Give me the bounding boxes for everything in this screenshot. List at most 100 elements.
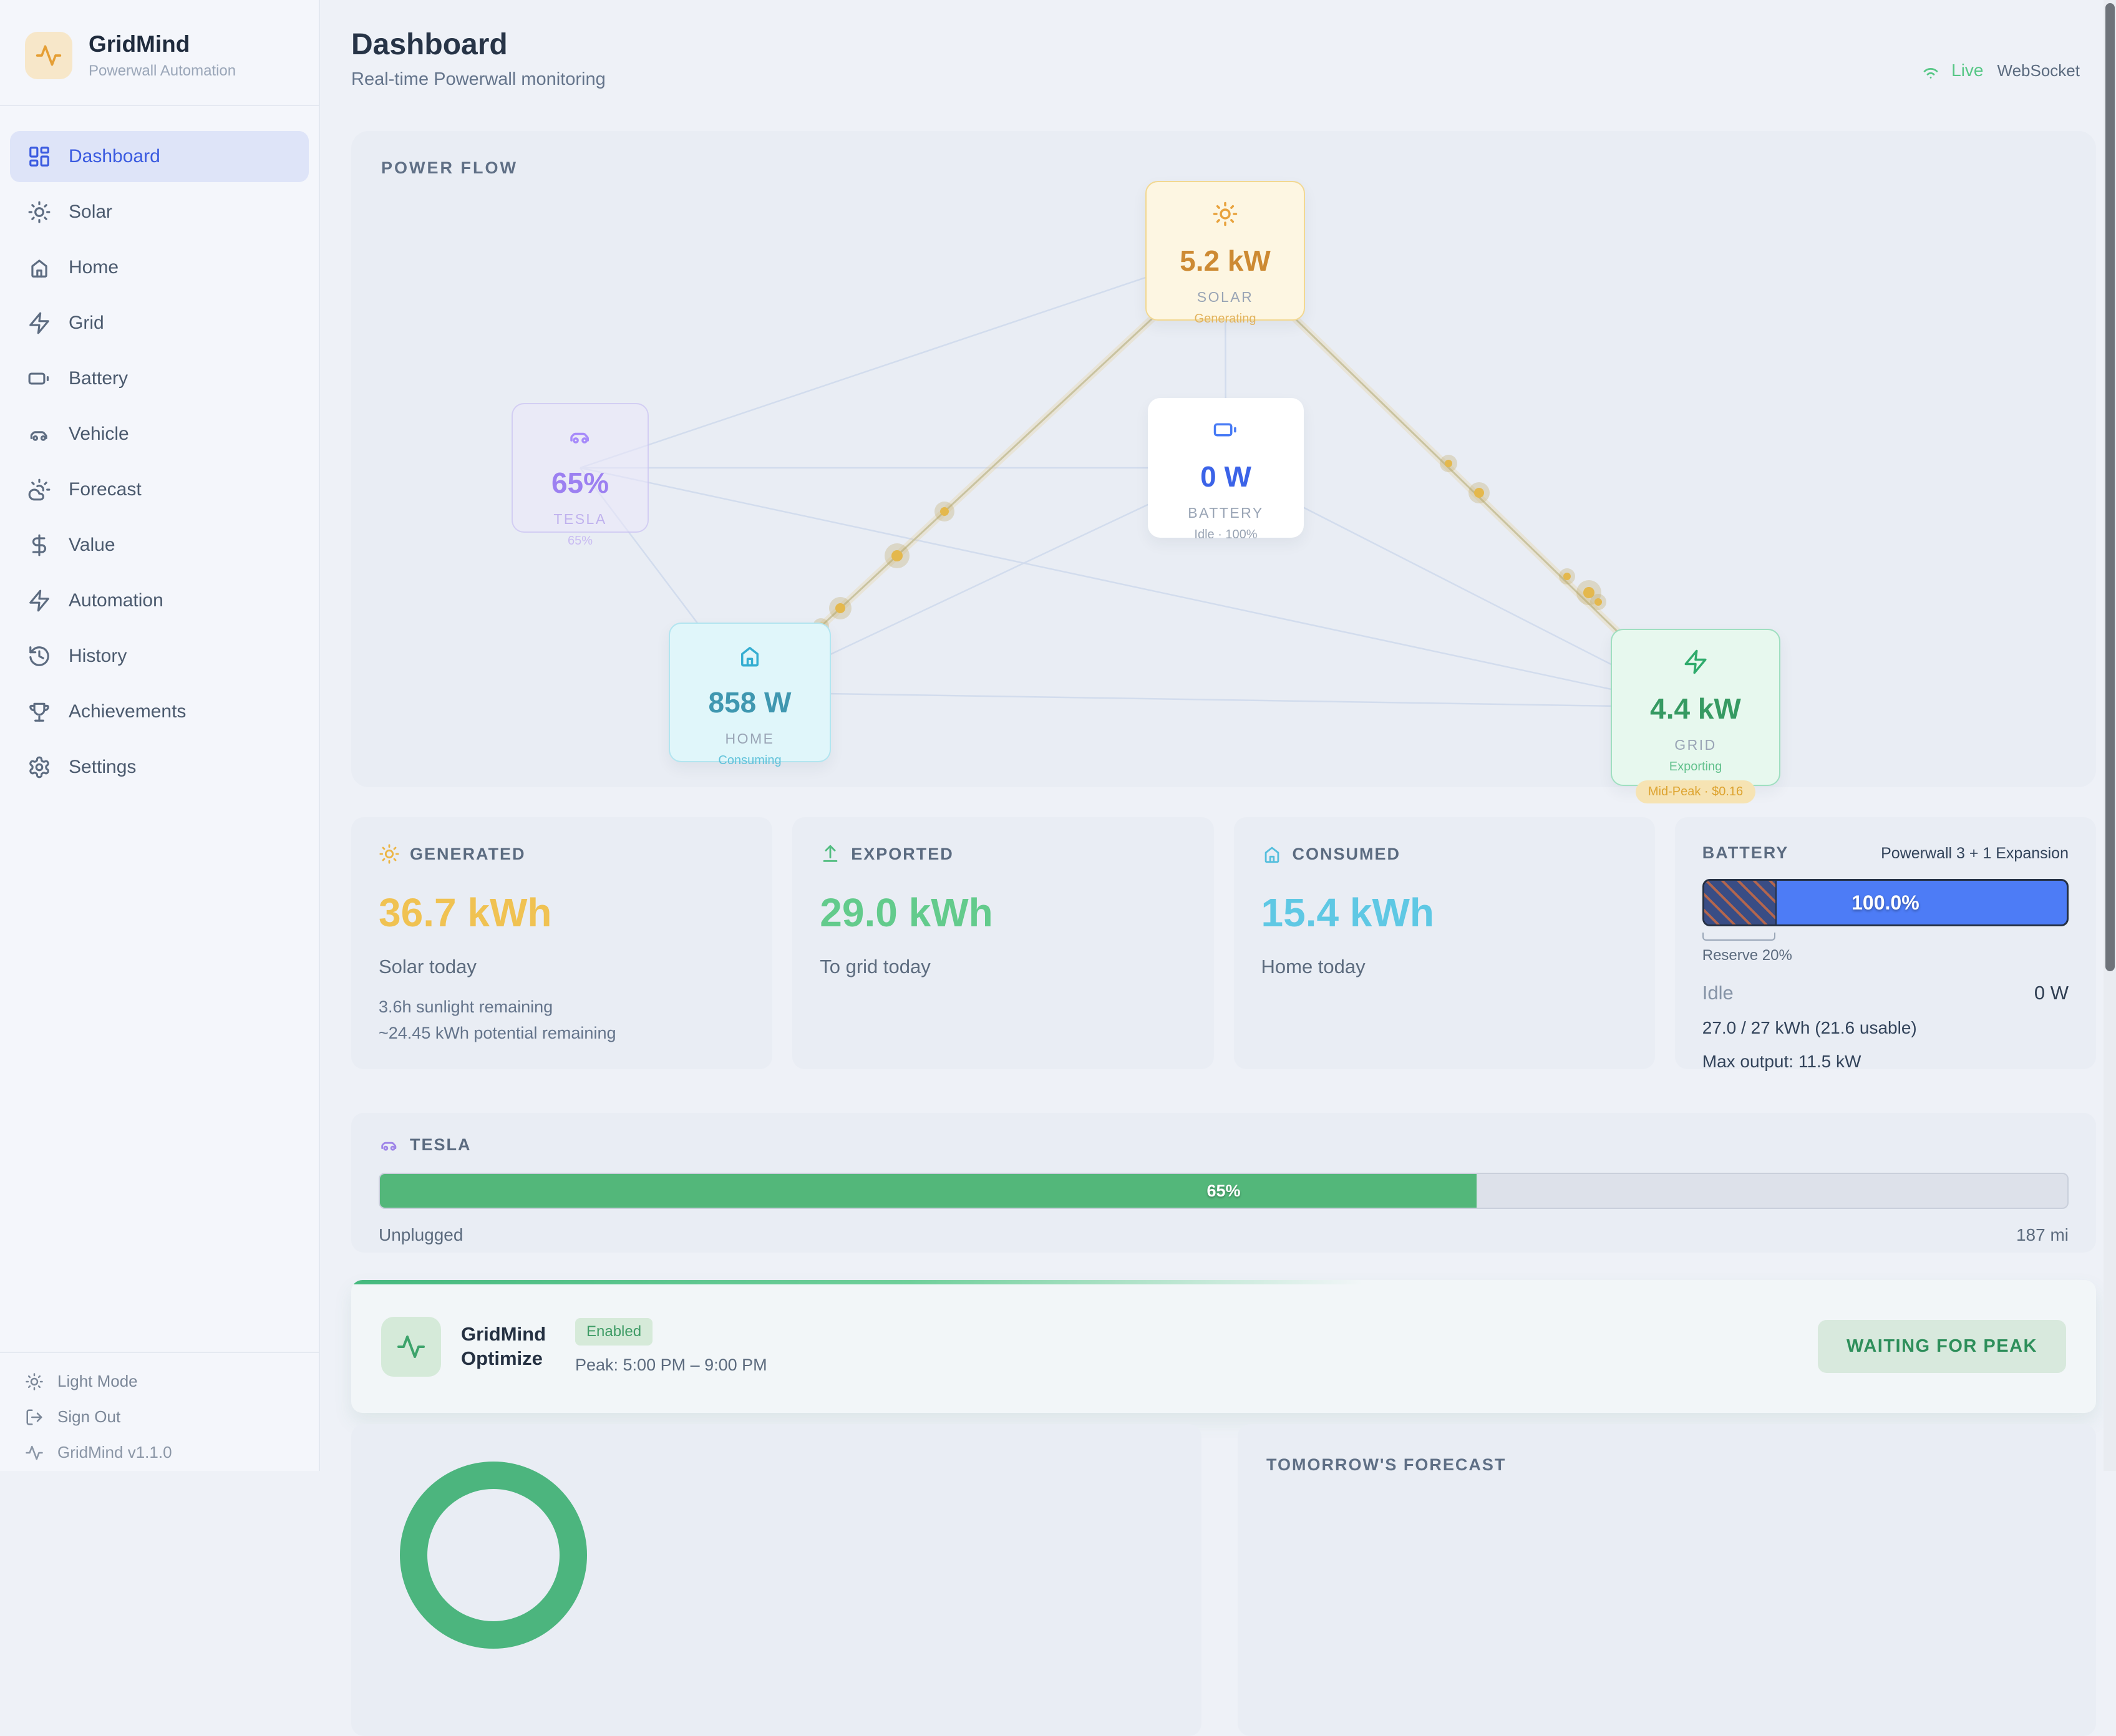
battery-system-label: Powerwall 3 + 1 Expansion (1881, 845, 2069, 863)
battery-card-label: BATTERY (1702, 843, 1789, 863)
sidebar-item-vehicle[interactable]: Vehicle (10, 409, 309, 460)
sidebar-item-solar[interactable]: Solar (10, 187, 309, 238)
battery-node-label: BATTERY (1148, 505, 1304, 521)
home-icon (1261, 843, 1283, 865)
car-icon (27, 422, 51, 446)
sidebar-nav: Dashboard Solar Home Grid Battery Vehicl (0, 106, 319, 793)
sun-icon (27, 200, 51, 224)
sun-icon (379, 843, 400, 865)
activity-icon (35, 42, 62, 69)
battery-card: BATTERY Powerwall 3 + 1 Expansion 100.0%… (1675, 817, 2096, 1069)
power-flow-panel: POWER FLOW (351, 131, 2096, 787)
sidebar-item-label: Achievements (69, 701, 186, 722)
optimize-status-chip: WAITING FOR PEAK (1818, 1320, 2066, 1373)
dollar-icon (27, 533, 51, 557)
generated-card: GENERATED 36.7 kWh Solar today 3.6h sunl… (351, 817, 772, 1069)
home-icon (737, 643, 763, 669)
app-version-label: GridMind v1.1.0 (57, 1443, 172, 1462)
forecast-title: TOMORROW'S FORECAST (1238, 1424, 2096, 1475)
battery-percent-label: 100.0% (1704, 881, 2067, 924)
exported-value: 29.0 kWh (820, 890, 1186, 936)
exported-card: EXPORTED 29.0 kWh To grid today (792, 817, 1213, 1069)
reserve-label: Reserve 20% (1702, 947, 2069, 964)
car-icon (567, 423, 593, 449)
dashboard-icon (27, 145, 51, 168)
sidebar-item-label: Dashboard (69, 146, 160, 167)
log-out-icon (25, 1408, 44, 1427)
app-tagline: Powerwall Automation (89, 62, 236, 80)
gauge-card (351, 1424, 1201, 1736)
transport-label: WebSocket (1997, 61, 2080, 80)
sidebar-item-dashboard[interactable]: Dashboard (10, 131, 309, 182)
grid-rate-badge: Mid-Peak · $0.16 (1636, 780, 1755, 803)
sidebar-item-battery[interactable]: Battery (10, 353, 309, 404)
battery-icon (1213, 417, 1239, 443)
sidebar-item-label: Grid (69, 313, 104, 334)
light-mode-toggle[interactable]: Light Mode (25, 1372, 319, 1391)
tesla-section-title: TESLA (410, 1135, 472, 1155)
sidebar-item-grid[interactable]: Grid (10, 298, 309, 349)
flow-node-solar: 5.2 kW SOLAR Generating (1145, 181, 1305, 321)
solar-power-value: 5.2 kW (1147, 244, 1304, 278)
page-subtitle: Real-time Powerwall monitoring (351, 69, 2096, 90)
stats-row: GENERATED 36.7 kWh Solar today 3.6h sunl… (351, 817, 2096, 1069)
grid-node-label: GRID (1612, 737, 1779, 754)
tesla-range: 187 mi (2016, 1225, 2069, 1245)
tesla-node-status: 65% (513, 534, 648, 548)
sidebar-item-forecast[interactable]: Forecast (10, 464, 309, 515)
sign-out-button[interactable]: Sign Out (25, 1407, 319, 1427)
optimize-card: GridMind Optimize Enabled Peak: 5:00 PM … (351, 1280, 2096, 1413)
zap-icon (27, 589, 51, 613)
tesla-card: TESLA 65% Unplugged 187 mi (351, 1113, 2096, 1253)
app-logo (25, 32, 72, 79)
history-icon (27, 644, 51, 668)
consumed-caption: Home today (1261, 956, 1628, 978)
flow-node-tesla: 65% TESLA 65% (512, 403, 649, 533)
home-node-status: Consuming (670, 754, 830, 768)
sidebar-item-achievements[interactable]: Achievements (10, 686, 309, 737)
battery-power-value: 0 W (1148, 460, 1304, 493)
sun-icon (1212, 201, 1238, 227)
sidebar-item-history[interactable]: History (10, 631, 309, 682)
battery-power: 0 W (2034, 982, 2069, 1004)
sidebar-item-home[interactable]: Home (10, 242, 309, 293)
brand: GridMind Powerwall Automation (0, 0, 319, 80)
optimize-title: GridMind Optimize (461, 1322, 564, 1371)
sidebar-item-settings[interactable]: Settings (10, 742, 309, 793)
sunlight-remaining: 3.6h sunlight remaining (379, 994, 745, 1021)
sidebar-item-automation[interactable]: Automation (10, 575, 309, 626)
generated-label: GENERATED (410, 845, 526, 864)
car-icon (379, 1134, 400, 1155)
tesla-progress-bar: 65% (379, 1173, 2069, 1209)
app-version: GridMind v1.1.0 (25, 1443, 319, 1462)
bottom-row: TOMORROW'S FORECAST (351, 1424, 2096, 1736)
sidebar-item-label: Forecast (69, 479, 142, 500)
flow-node-home: 858 W HOME Consuming (669, 623, 831, 762)
upload-icon (820, 843, 841, 865)
reserve-bracket (1702, 933, 1775, 941)
optimize-enabled-badge: Enabled (575, 1318, 653, 1346)
solar-node-status: Generating (1147, 312, 1304, 326)
battery-icon (27, 367, 51, 390)
optimize-schedule: Peak: 5:00 PM – 9:00 PM (575, 1355, 767, 1375)
optimize-logo (381, 1317, 441, 1377)
sign-out-label: Sign Out (57, 1407, 120, 1427)
home-icon (27, 256, 51, 279)
wifi-icon (1920, 60, 1941, 81)
sidebar-item-value[interactable]: Value (10, 520, 309, 571)
tesla-percent-label: 65% (380, 1174, 2067, 1208)
battery-progress-bar: 100.0% (1702, 879, 2069, 926)
sidebar-footer: Light Mode Sign Out GridMind v1.1.0 (0, 1352, 319, 1471)
potential-remaining: ~24.45 kWh potential remaining (379, 1021, 745, 1047)
activity-icon (25, 1443, 44, 1462)
activity-icon (396, 1332, 426, 1362)
cloud-sun-icon (27, 478, 51, 502)
zap-icon (27, 311, 51, 335)
battery-node-status: Idle · 100% (1148, 528, 1304, 542)
tesla-plug-status: Unplugged (379, 1225, 463, 1245)
grid-power-value: 4.4 kW (1612, 692, 1779, 725)
generated-value: 36.7 kWh (379, 890, 745, 936)
sidebar-item-label: Settings (69, 757, 136, 778)
battery-max-output: Max output: 11.5 kW (1702, 1052, 2069, 1072)
scrollbar-thumb[interactable] (2105, 3, 2115, 971)
